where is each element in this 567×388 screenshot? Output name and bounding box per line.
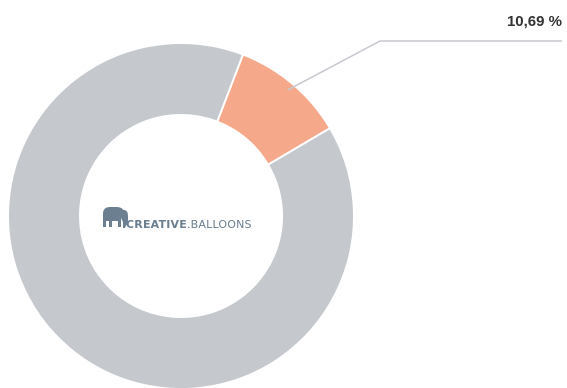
elephant-icon [103, 207, 128, 228]
slice-1 [7, 42, 355, 388]
slices-layer [7, 42, 355, 388]
slice-value-label: 10,69 % [507, 13, 562, 30]
leader-line [287, 40, 562, 91]
svg-text:CREATIVE.BALLOONS: CREATIVE.BALLOONS [126, 218, 252, 231]
logo-word-balloons: BALLOONS [191, 218, 252, 231]
logo-separator: . [187, 218, 191, 231]
creative-balloons-logo: CREATIVE.BALLOONS [103, 207, 252, 231]
logo-word-creative: CREATIVE [126, 218, 187, 231]
